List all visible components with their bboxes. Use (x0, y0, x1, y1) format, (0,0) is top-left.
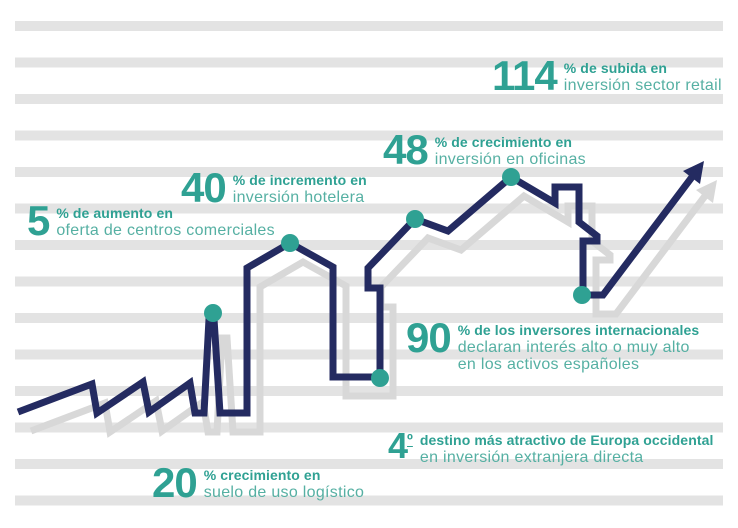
stat-inversores: 90 % de los inversores internacionales d… (406, 314, 700, 373)
stat-inversores-line3: en los activos españoles (457, 356, 640, 373)
stat-hotelera: 40 % de incremento en inversión hotelera (181, 164, 367, 211)
stat-comerciales-value: 5 (27, 197, 50, 244)
stat-logistico-line1: % crecimiento en (203, 467, 321, 483)
stat-oficinas-value: 48 (383, 126, 429, 173)
chart-node-dot (281, 234, 299, 252)
stat-oficinas-line1: % de crecimiento en (434, 134, 572, 150)
stat-oficinas: 48 % de crecimiento en inversión en ofic… (383, 126, 586, 173)
stat-inversores-line1: % de los inversores internacionales (457, 322, 700, 338)
stat-destino-line1: destino más atractivo de Europa occident… (419, 432, 714, 448)
chart-dots (204, 168, 591, 387)
trend-arrowhead-icon (683, 161, 704, 184)
stat-retail-value: 114 (492, 52, 558, 99)
stat-retail-line2: inversión sector retail (563, 77, 722, 94)
stat-hotelera-line1: % de incremento en (232, 172, 367, 188)
stat-logistico-value: 20 (152, 459, 198, 506)
stat-inversores-line2: declaran interés alto o muy alto (457, 339, 690, 356)
stat-comerciales: 5 % de aumento en oferta de centros come… (27, 197, 275, 244)
stat-hotelera-value: 40 (181, 164, 227, 211)
stat-comerciales-line1: % de aumento en (56, 205, 173, 221)
chart-node-dot (371, 369, 389, 387)
chart-node-dot (204, 304, 222, 322)
chart-node-dot (573, 286, 591, 304)
stat-logistico-line2: suelo de uso logístico (203, 484, 365, 501)
chart-node-dot (502, 168, 520, 186)
chart-node-dot (406, 210, 424, 228)
stat-destino-number: 4 (388, 425, 408, 466)
arrowhead-shadow (696, 180, 717, 203)
stat-hotelera-line2: inversión hotelera (232, 189, 365, 206)
stat-inversores-value: 90 (406, 314, 452, 361)
stat-destino-line2: en inversión extranjera directa (419, 449, 644, 466)
stat-comerciales-line2: oferta de centros comerciales (56, 222, 275, 239)
stat-logistico: 20 % crecimiento en suelo de uso logísti… (152, 459, 365, 506)
stat-destino-ordinal: º (407, 432, 413, 449)
stat-oficinas-line2: inversión en oficinas (434, 151, 586, 168)
stat-retail: 114 % de subida en inversión sector reta… (492, 52, 722, 99)
stat-retail-line1: % de subida en (563, 60, 668, 76)
